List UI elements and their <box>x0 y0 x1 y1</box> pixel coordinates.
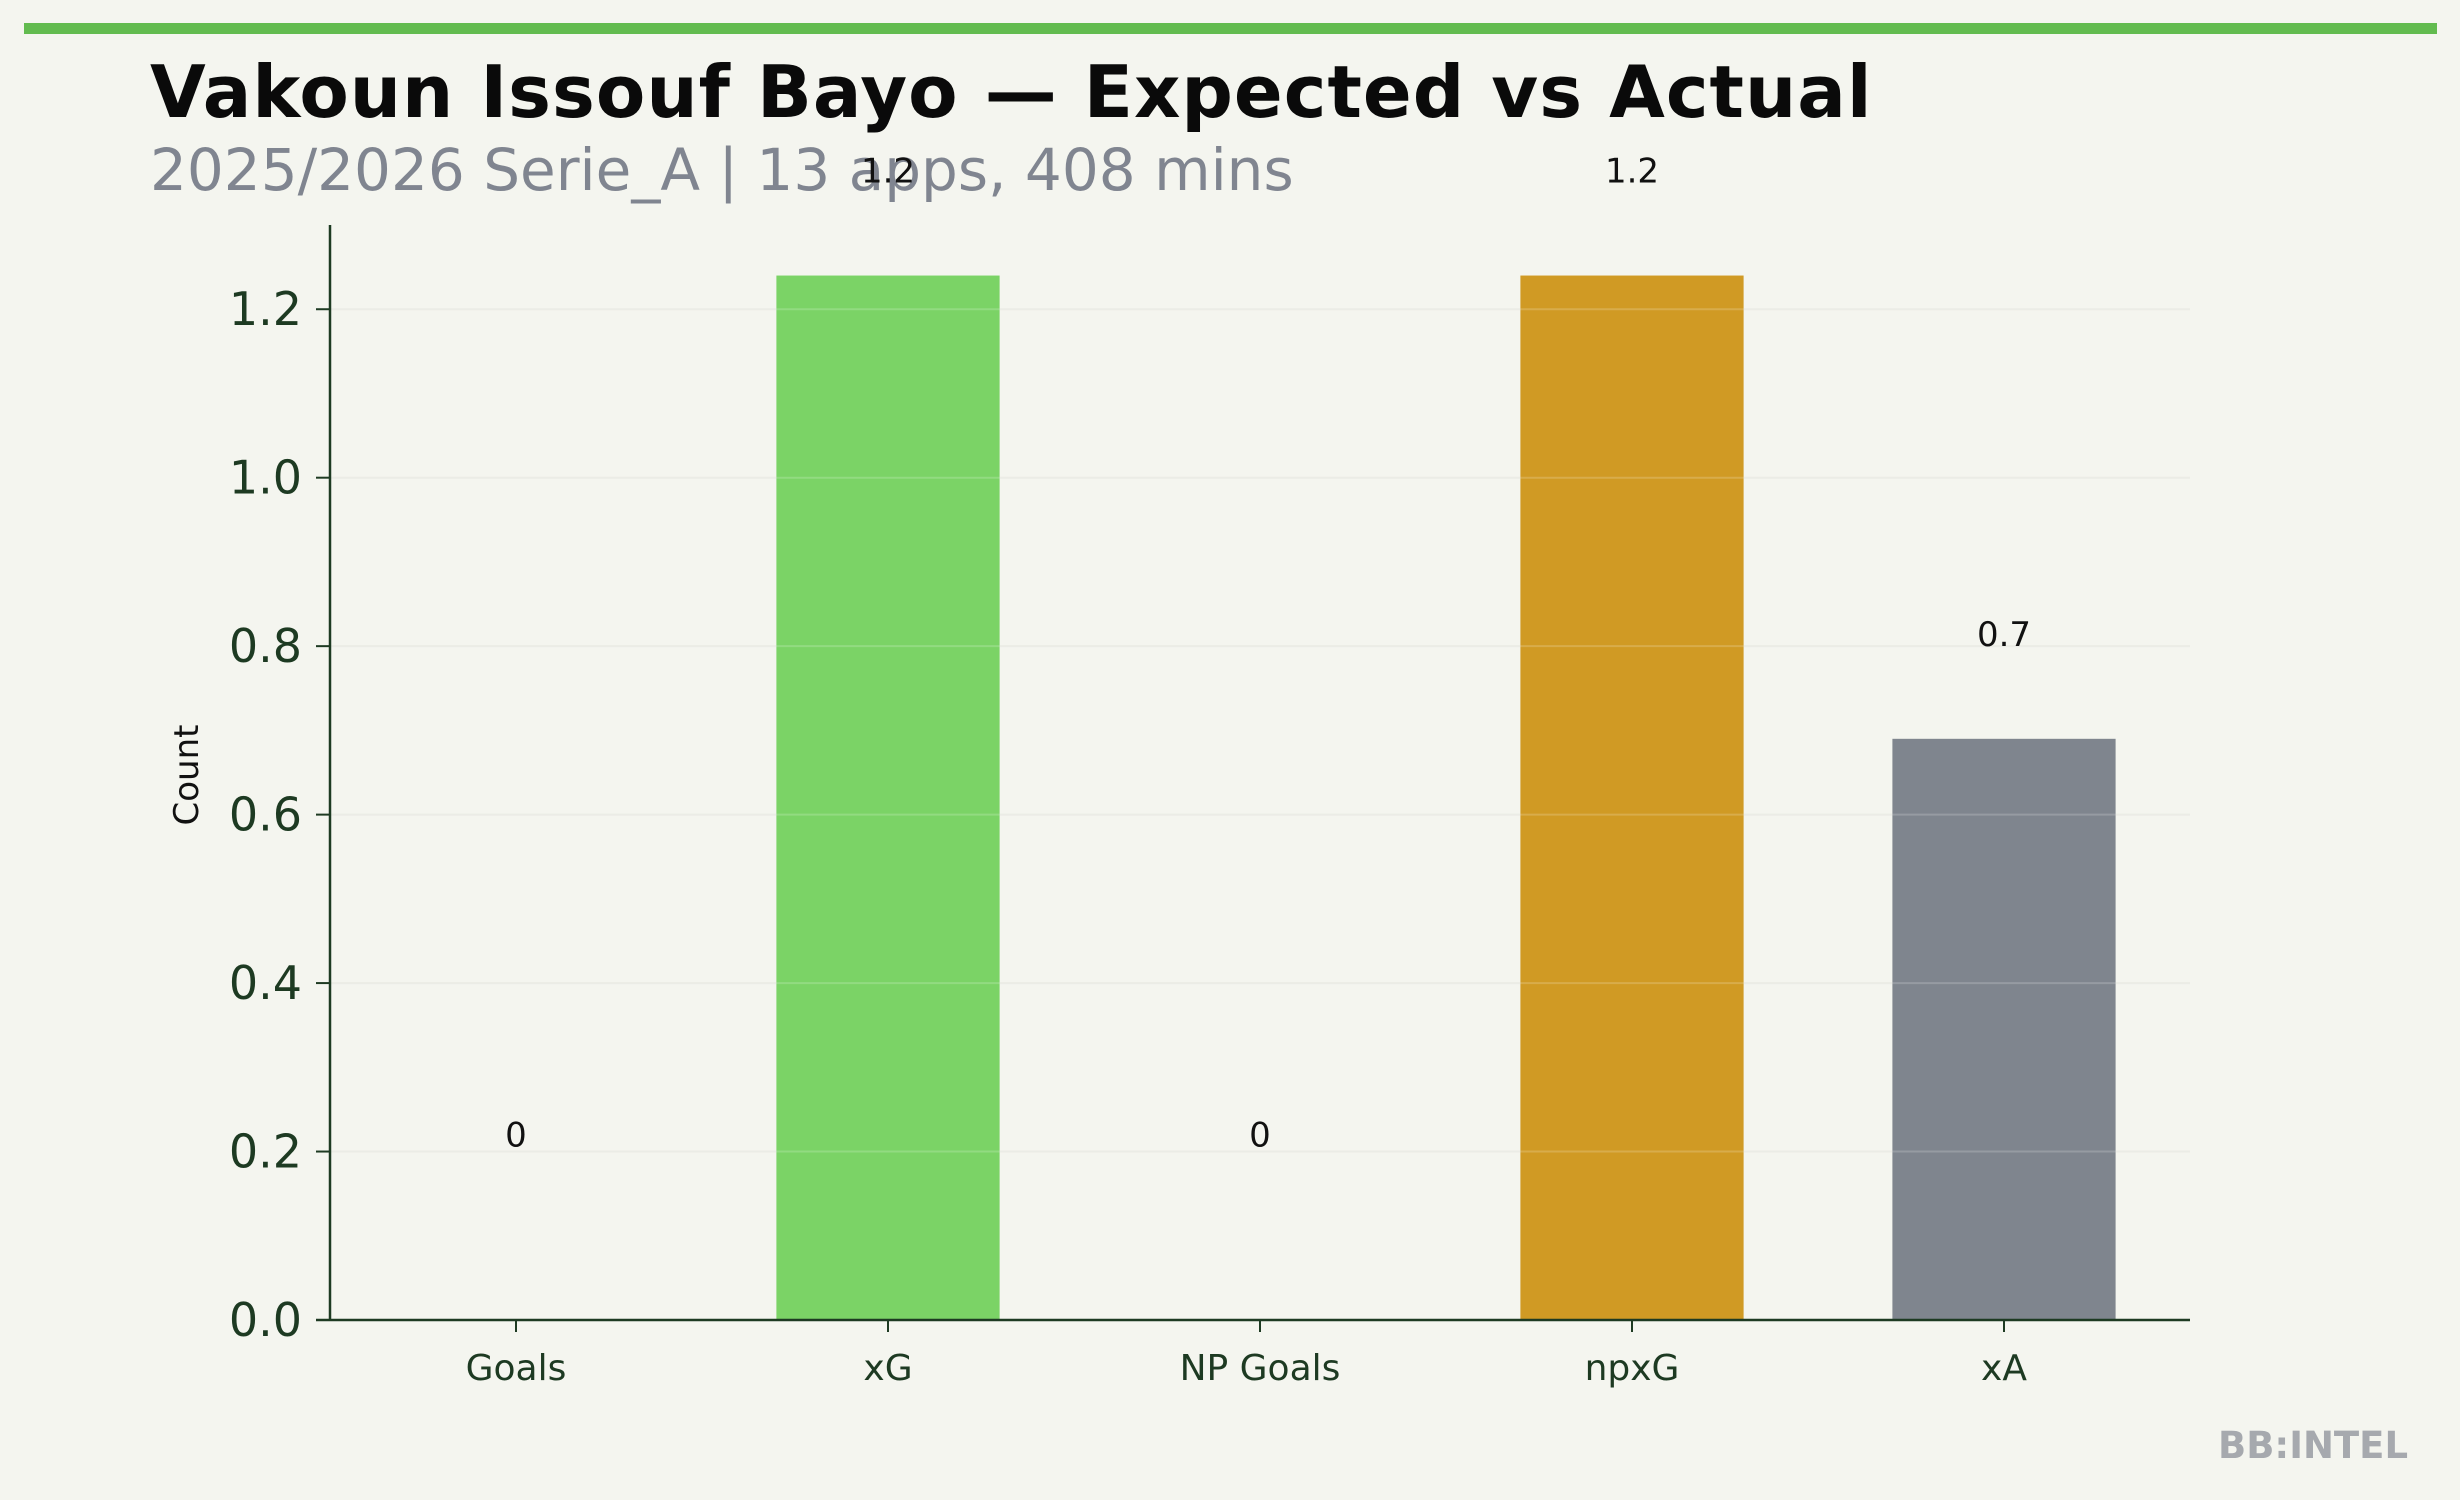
y-axis-title: Count <box>167 725 207 826</box>
data-label-xg: 1.2 <box>861 152 915 192</box>
x-tick-label-goals: Goals <box>466 1348 567 1389</box>
y-tick-label-1: 0.2 <box>229 1125 302 1179</box>
data-label-np-goals: 0 <box>1249 1116 1271 1156</box>
bars <box>776 275 2116 1320</box>
y-tick-label-4: 0.8 <box>229 619 302 673</box>
bar-xg <box>776 275 1000 1320</box>
data-label-goals: 0 <box>505 1116 527 1156</box>
accent-bar <box>24 23 2437 34</box>
chart-title: Vakoun Issouf Bayo — Expected vs Actual <box>150 50 1873 134</box>
data-labels: 0 1.2 0 1.2 0.7 <box>505 152 2031 1156</box>
bar-npxg <box>1520 275 1744 1320</box>
chart-subtitle: 2025/2026 Serie_A | 13 apps, 408 mins <box>150 136 1294 204</box>
bar-xa <box>1892 738 2116 1320</box>
y-tick-label-0: 0.0 <box>229 1293 302 1347</box>
axes: Goals xG NP Goals npxG xA 0.0 0.2 0.4 0.6 0.8 1.0 1… <box>229 225 2190 1389</box>
grid-lines <box>330 308 2190 1153</box>
y-tick-label-6: 1.2 <box>229 282 302 336</box>
data-label-xa: 0.7 <box>1977 615 2031 655</box>
y-tick-label-3: 0.6 <box>229 788 302 842</box>
x-tick-label-npxg: npxG <box>1585 1348 1680 1389</box>
watermark: BB:INTEL <box>2218 1424 2409 1467</box>
x-tick-label-np-goals: NP Goals <box>1180 1348 1341 1389</box>
overlay-grid-lines <box>330 308 2190 1153</box>
x-tick-label-xg: xG <box>863 1348 912 1389</box>
y-tick-label-5: 1.0 <box>229 451 302 505</box>
x-tick-label-xa: xA <box>1981 1348 2027 1389</box>
data-label-npxg: 1.2 <box>1605 152 1659 192</box>
y-tick-label-2: 0.4 <box>229 956 302 1010</box>
